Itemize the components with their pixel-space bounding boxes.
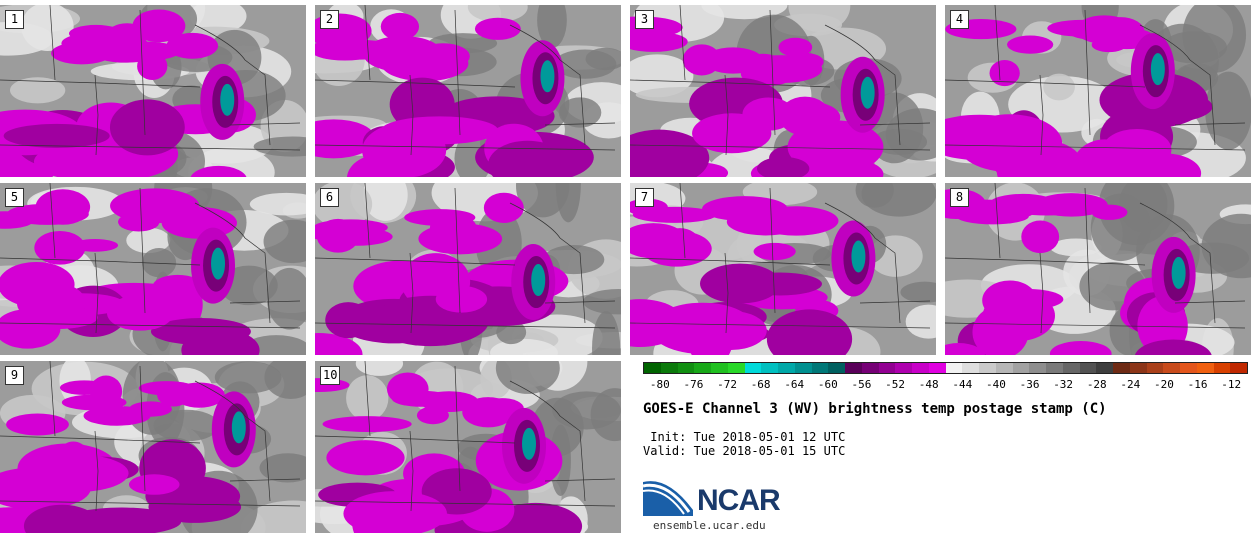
colorbar-segment <box>828 363 845 373</box>
colorbar-segment <box>1129 363 1147 373</box>
colorbar-tick-label: -44 <box>952 378 973 391</box>
colorbar-tick-label: -20 <box>1154 378 1174 391</box>
colorbar-tick-label: -52 <box>885 378 906 391</box>
ensemble-member-panel-1: 1 <box>0 5 306 177</box>
colorbar-tick-label: -24 <box>1120 378 1141 391</box>
colorbar-segment <box>979 363 996 373</box>
colorbar-segment <box>694 363 711 373</box>
figure-title: GOES-E Channel 3 (WV) brightness temp po… <box>643 401 1107 417</box>
site-url: ensemble.ucar.edu <box>653 519 766 532</box>
colorbar-segment <box>1163 363 1180 373</box>
colorbar-segment <box>1062 363 1080 373</box>
ensemble-member-panel-8: 8 <box>945 183 1251 355</box>
colorbar-segment <box>1196 363 1214 373</box>
colorbar-segment <box>1096 363 1113 373</box>
colorbar-segment <box>895 363 912 373</box>
colorbar-tick-label: -72 <box>717 378 737 391</box>
colorbar-segment <box>794 363 812 373</box>
panel-number: 7 <box>635 188 654 207</box>
colorbar-tick-label: -16 <box>1187 378 1208 391</box>
panel-number: 2 <box>320 10 339 29</box>
colorbar-segment <box>912 363 929 373</box>
colorbar-tick-label: -36 <box>1019 378 1040 391</box>
colorbar-segment <box>1079 363 1097 373</box>
ensemble-member-panel-6: 6 <box>315 183 621 355</box>
colorbar-tick-label: -12 <box>1221 378 1242 391</box>
ncar-logo-icon <box>643 481 693 516</box>
colorbar-segment <box>1213 363 1231 373</box>
ensemble-member-panel-5: 5 <box>0 183 306 355</box>
colorbar-tick-label: -60 <box>817 378 838 391</box>
colorbar-segment <box>1230 363 1247 373</box>
ensemble-member-panel-7: 7 <box>630 183 936 355</box>
wv-imagery <box>945 5 1251 177</box>
colorbar-tick-label: -56 <box>851 378 872 391</box>
colorbar-segment <box>778 363 795 373</box>
colorbar-ticks: -80 -76 -72 -68 -64 -60 -56 -52 -48 -44 -40 -36 -32-… <box>643 378 1248 394</box>
colorbar-segment <box>811 363 829 373</box>
ensemble-member-panel-2: 2 <box>315 5 621 177</box>
panel-number: 4 <box>950 10 969 29</box>
colorbar-segment <box>878 363 896 373</box>
colorbar-segment <box>962 363 979 373</box>
colorbar-segment <box>1046 363 1063 373</box>
colorbar-segment <box>1012 363 1030 373</box>
panel-number: 9 <box>5 366 24 385</box>
colorbar-segment <box>928 363 946 373</box>
colorbar-segment <box>995 363 1013 373</box>
wv-imagery <box>630 5 936 177</box>
wv-imagery <box>0 5 306 177</box>
colorbar-segment <box>945 363 963 373</box>
ncar-logo-text: NCAR <box>697 484 781 517</box>
wv-imagery <box>315 361 621 533</box>
colorbar-segment <box>1146 363 1164 373</box>
wv-imagery <box>630 183 936 355</box>
panel-number: 8 <box>950 188 969 207</box>
colorbar-tick-label: -32 <box>1053 378 1074 391</box>
panel-number: 1 <box>5 10 24 29</box>
panel-number: 6 <box>320 188 339 207</box>
colorbar-tick-label: -64 <box>784 378 805 391</box>
colorbar-segment <box>761 363 778 373</box>
wv-imagery <box>315 183 621 355</box>
init-time: Init: Tue 2018-05-01 12 UTC <box>643 430 846 444</box>
colorbar-segment <box>660 363 678 373</box>
ensemble-member-panel-10: 10 <box>315 361 621 533</box>
colorbar-segment <box>677 363 695 373</box>
panel-number: 3 <box>635 10 654 29</box>
colorbar-segment <box>1029 363 1046 373</box>
colorbar-segment <box>644 363 661 373</box>
wv-imagery <box>945 183 1251 355</box>
panel-number: 5 <box>5 188 24 207</box>
wv-imagery <box>0 361 306 533</box>
ensemble-member-panel-9: 9 <box>0 361 306 533</box>
valid-time: Valid: Tue 2018-05-01 15 UTC <box>643 444 846 458</box>
colorbar-tick-label: -48 <box>918 378 939 391</box>
ensemble-member-panel-4: 4 <box>945 5 1251 177</box>
colorbar-segment <box>1113 363 1130 373</box>
colorbar-segment <box>711 363 728 373</box>
colorbar-segment <box>1180 363 1197 373</box>
colorbar-tick-label: -28 <box>1086 378 1107 391</box>
colorbar-tick-label: -76 <box>683 378 704 391</box>
ensemble-member-panel-3: 3 <box>630 5 936 177</box>
colorbar-segment <box>727 363 745 373</box>
panel-number: 10 <box>320 366 341 385</box>
wv-imagery <box>315 5 621 177</box>
colorbar-segment <box>861 363 879 373</box>
colorbar-tick-label: -68 <box>750 378 771 391</box>
colorbar-segment <box>744 363 762 373</box>
colorbar-tick-label: -40 <box>985 378 1006 391</box>
colorbar <box>643 362 1248 374</box>
colorbar-segment <box>845 363 862 373</box>
wv-imagery <box>0 183 306 355</box>
colorbar-tick-label: -80 <box>649 378 670 391</box>
